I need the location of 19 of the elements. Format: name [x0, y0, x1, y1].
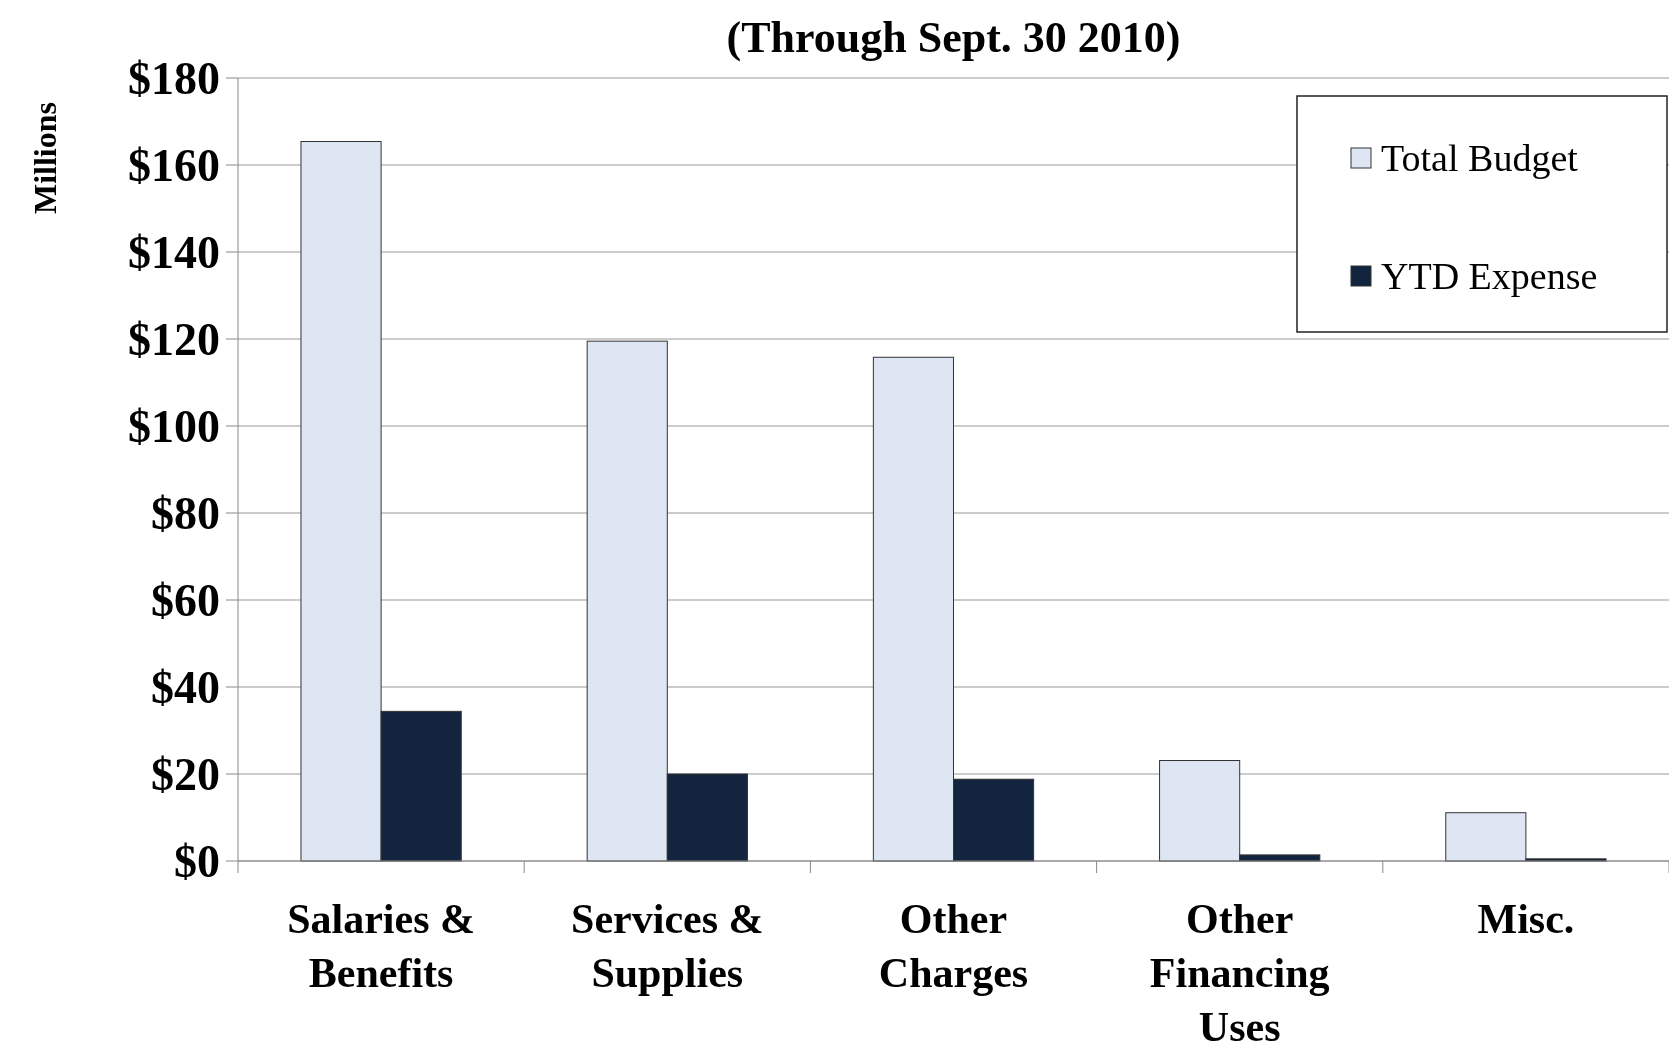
- x-tick-label: Salaries & Benefits: [287, 896, 476, 996]
- chart-title: (Through Sept. 30 2010): [726, 13, 1181, 62]
- y-tick-label: $80: [151, 488, 220, 540]
- y-tick-label: $100: [128, 401, 220, 453]
- y-tick-label: $120: [128, 314, 220, 366]
- y-tick-label: $20: [151, 749, 220, 801]
- y-tick-label: $0: [174, 836, 220, 888]
- y-tick-label: $60: [151, 575, 220, 627]
- y-tick-label: $160: [128, 140, 220, 192]
- x-tick-label: Services & Supplies: [571, 896, 764, 996]
- y-tick-label: $140: [128, 227, 220, 279]
- y-axis-title: Millions: [27, 101, 63, 215]
- x-tick-label: Other Financing Uses: [1149, 896, 1330, 1043]
- y-tick-label: $40: [151, 662, 220, 714]
- x-tick-label: Misc.: [1477, 896, 1575, 942]
- legend-label: YTD Expense: [1381, 255, 1598, 298]
- legend-label: Total Budget: [1381, 137, 1579, 180]
- y-tick-label: $180: [128, 53, 220, 105]
- x-tick-label: Other Charges: [878, 896, 1029, 996]
